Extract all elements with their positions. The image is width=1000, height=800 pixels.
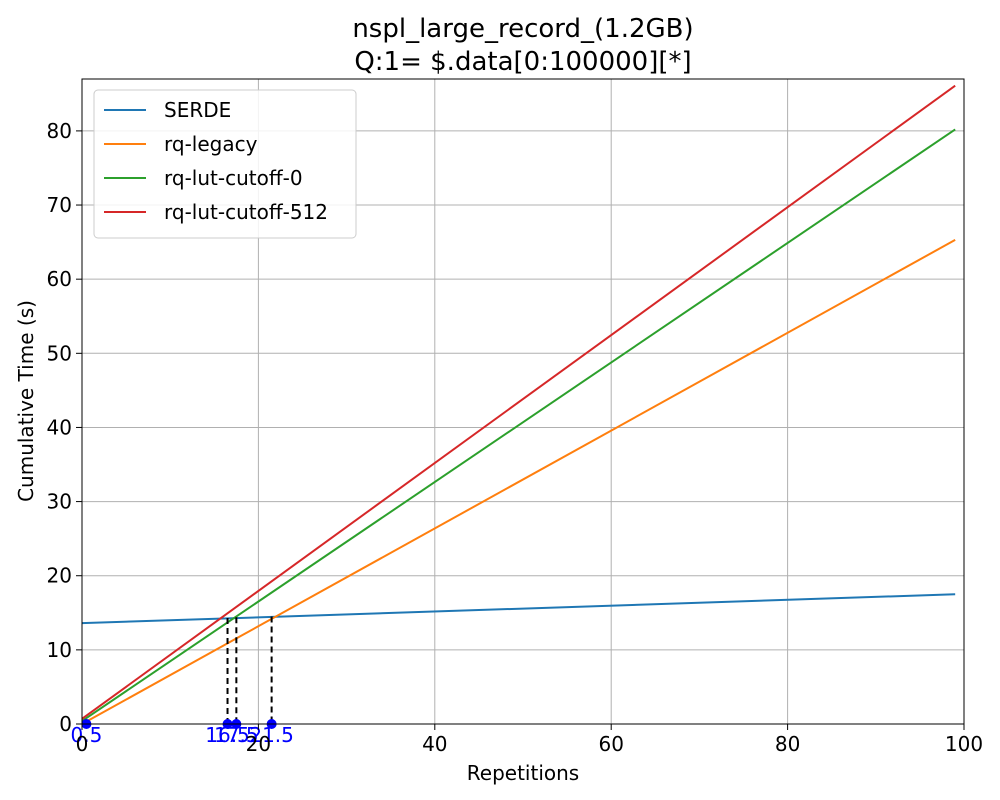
x-tick-label: 100 (945, 732, 983, 756)
crossover-label: 17.5 (214, 723, 259, 747)
grid (81, 79, 965, 725)
y-tick-label: 10 (47, 638, 72, 662)
y-tick-label: 20 (47, 564, 72, 588)
x-axis-label: Repetitions (467, 761, 579, 785)
x-tick-label: 60 (598, 732, 623, 756)
y-tick-label: 40 (47, 415, 72, 439)
x-tick-label: 20 (246, 732, 271, 756)
legend-box (93, 89, 357, 239)
y-tick-label: 80 (47, 119, 72, 143)
axis-ticks: 0 20 40 60 80 100 0 10 20 30 40 50 60 70 80 (47, 119, 984, 756)
x-tick-label: 80 (775, 732, 800, 756)
y-tick-label: 0 (59, 712, 72, 736)
chart-title-line2: Q:1= $.data[0:100000][*] (354, 47, 691, 77)
y-tick-label: 50 (47, 341, 72, 365)
legend-label: rq-legacy (164, 132, 258, 156)
x-tick-label: 40 (422, 732, 447, 756)
legend-label: rq-lut-cutoff-0 (164, 166, 303, 190)
legend: SERDE rq-legacy rq-lut-cutoff-0 rq-lut-cuto… (93, 89, 357, 239)
x-tick-label: 0 (76, 732, 89, 756)
y-axis-label: Cumulative Time (s) (14, 300, 38, 502)
plot-frame (81, 78, 965, 725)
legend-label: rq-lut-cutoff-512 (164, 200, 328, 224)
chart-title-line1: nspl_large_record_(1.2GB) (352, 14, 693, 44)
legend-label: SERDE (164, 98, 231, 122)
crossover-label: 0.5 (71, 723, 103, 747)
y-tick-label: 70 (47, 193, 72, 217)
crossover-layer: 0.5 16.517.521.5 (71, 616, 294, 747)
crossover-label: 21.5 (249, 723, 294, 747)
series-line-rq-lut-cutoff-512 (81, 84, 956, 720)
crossover-label: 16.5 (205, 723, 250, 747)
y-tick-label: 60 (47, 267, 72, 291)
y-tick-label: 30 (47, 490, 72, 514)
